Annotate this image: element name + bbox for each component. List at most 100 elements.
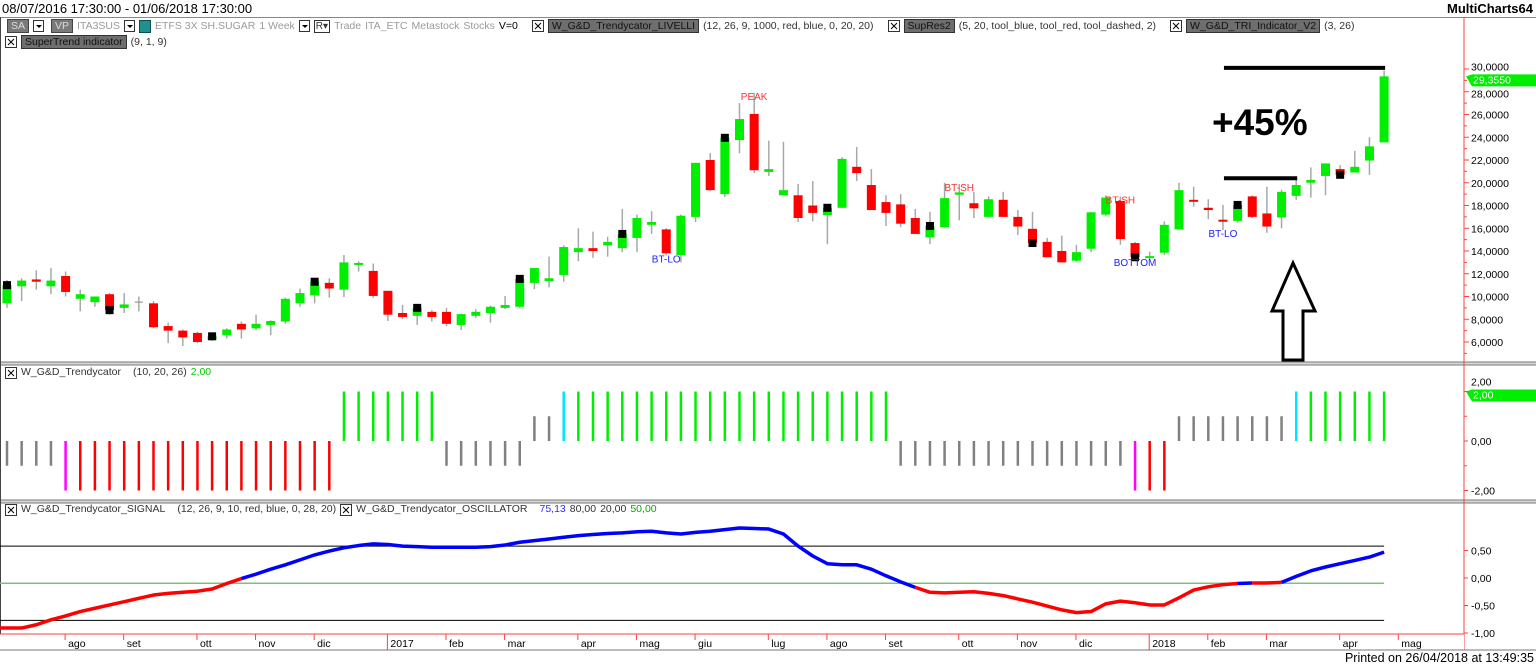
candle-body <box>354 262 364 265</box>
vp-button[interactable]: VP <box>51 19 74 33</box>
exchange-label: ITA_ETC <box>365 19 408 32</box>
candle-body <box>105 294 115 311</box>
oscillator-pane[interactable]: 0,50 0,00 -0,50 -1,00 <box>0 526 1495 640</box>
study-name[interactable]: W_G&D_Trendycator_OSCILLATOR <box>356 503 528 515</box>
candle <box>1013 210 1023 236</box>
candle <box>1071 244 1081 263</box>
price-tick-label: 14,0000 <box>1471 246 1509 258</box>
candle-body <box>852 166 862 174</box>
study-legend-supertrend: SuperTrend indicator (9, 1, 9) <box>5 35 167 49</box>
candle <box>1159 221 1169 255</box>
candle-body <box>1291 185 1301 196</box>
candle <box>1145 251 1155 261</box>
time-tick-label: dic <box>317 638 330 650</box>
candle <box>778 141 788 196</box>
level-value: 50,00 <box>630 503 657 515</box>
candle <box>280 297 290 324</box>
time-tick-label: apr <box>1343 638 1359 650</box>
r-button[interactable]: R▾ <box>313 19 331 33</box>
study-name[interactable]: W_G&D_Trendycator <box>21 366 121 378</box>
price-pane[interactable]: BT-LO PEAK BT-SH BT-SH BOTTOM BT-LO +45% <box>2 65 1389 362</box>
symbol-dropdown-icon[interactable] <box>124 20 136 32</box>
price-tick-label: 30,0000 <box>1471 61 1509 73</box>
resolution: 1 Week <box>259 19 295 32</box>
candle <box>471 309 481 319</box>
candle <box>485 305 495 323</box>
supertrend-marker <box>3 281 11 290</box>
candle <box>236 321 246 339</box>
printed-timestamp: Printed on 26/04/2018 at 13:49:35 <box>1344 651 1534 665</box>
sa-button[interactable]: SA <box>7 19 30 33</box>
candle-body <box>427 311 437 317</box>
candle-body <box>46 280 56 287</box>
candle <box>368 263 378 298</box>
candle-body <box>984 199 994 217</box>
pane-separator[interactable] <box>0 500 1536 503</box>
candle <box>1042 237 1052 258</box>
close-icon[interactable] <box>531 20 544 32</box>
study-legend-tri: W_G&D_TRI_Indicator_V2 (3, 26) <box>1170 19 1354 33</box>
candle <box>940 182 950 229</box>
oscillator-legend: W_G&D_Trendycator_SIGNAL (12, 26, 9, 10,… <box>5 503 657 516</box>
study-name[interactable]: SuperTrend indicator <box>21 35 127 49</box>
time-tick-label: mag <box>1401 638 1422 650</box>
close-icon[interactable] <box>1170 20 1183 32</box>
oscillator-value: 75,13 <box>539 503 566 515</box>
time-axis-bg <box>0 634 1464 650</box>
price-tick-label: 8,0000 <box>1471 314 1503 326</box>
time-tick-label: 2018 <box>1152 638 1176 650</box>
study-name[interactable]: SupRes2 <box>903 19 955 33</box>
candle <box>998 191 1008 217</box>
study-name[interactable]: W_G&D_TRI_Indicator_V2 <box>1186 19 1321 33</box>
close-icon[interactable] <box>340 503 353 516</box>
candle-body <box>998 199 1008 217</box>
resolution-dropdown-icon[interactable] <box>298 20 310 32</box>
pane-separator[interactable] <box>0 362 1536 365</box>
candle <box>676 214 686 263</box>
price-tick-label: 6,0000 <box>1471 337 1503 349</box>
oscillator-line-segment <box>1280 550 1385 585</box>
candle-body <box>676 215 686 255</box>
study-legend-supres2: SupRes2 (5, 20, tool_blue, tool_red, too… <box>887 19 1156 33</box>
candle-body <box>368 270 378 296</box>
candle-body <box>1277 191 1287 218</box>
candle <box>178 329 188 346</box>
study-name[interactable]: W_G&D_Trendycator_SIGNAL <box>21 503 166 515</box>
candle-body <box>1321 163 1330 176</box>
study-params: (9, 1, 9) <box>130 35 167 48</box>
candle <box>866 169 876 211</box>
close-icon[interactable] <box>5 36 17 48</box>
oscillator-line-segment <box>914 581 1238 615</box>
candle-body <box>749 113 759 171</box>
candle <box>1379 70 1389 143</box>
candle-body <box>398 312 408 317</box>
candle-body <box>1379 76 1389 143</box>
candle <box>442 307 451 327</box>
candle <box>984 196 994 217</box>
supertrend-marker <box>1336 170 1345 179</box>
candle-body <box>17 280 27 287</box>
time-axis[interactable]: ago set ott nov dic 2017 feb mar apr mag giu lug ago… <box>0 633 1536 651</box>
candle-body <box>1218 219 1228 222</box>
candle <box>1306 167 1316 198</box>
signal-label: BOTTOM <box>1114 258 1157 269</box>
trendycator-pane[interactable]: 2,002,00 0,00 -2,00 <box>5 377 1536 498</box>
time-tick-label: ago <box>830 638 848 650</box>
candle-body <box>310 281 320 296</box>
close-icon[interactable] <box>5 503 17 516</box>
close-icon[interactable] <box>5 366 17 379</box>
data-series-icon[interactable] <box>139 19 152 33</box>
close-icon[interactable] <box>887 20 900 32</box>
price-tick-label: 10,0000 <box>1471 292 1509 304</box>
candle <box>691 162 701 222</box>
candle-body <box>456 314 466 325</box>
candle-body <box>149 303 158 328</box>
sa-dropdown-icon[interactable] <box>33 20 45 32</box>
study-name[interactable]: W_G&D_Trendycator_LIVELLI <box>547 19 700 33</box>
price-tick-label: 28,0000 <box>1471 88 1509 100</box>
supertrend-marker <box>515 274 524 283</box>
candle <box>954 183 964 221</box>
candle-body <box>925 225 935 238</box>
